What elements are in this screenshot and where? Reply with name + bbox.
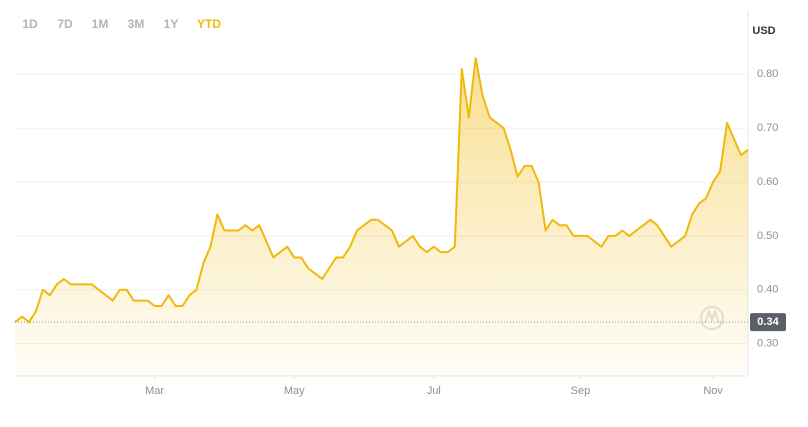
timeframe-tab[interactable]: 1Y [164, 17, 179, 31]
timeframe-tab[interactable]: 1D [22, 17, 38, 31]
y-tick-label: 0.80 [757, 68, 778, 80]
price-line [14, 57, 749, 324]
x-tick-label: Sep [571, 385, 591, 397]
timeframe-tab[interactable]: YTD [197, 17, 221, 31]
timeframe-tab[interactable]: 7D [57, 17, 73, 31]
price-badge [750, 313, 786, 332]
y-tick-label: 0.60 [757, 176, 778, 188]
y-axis-label: USD [752, 25, 775, 37]
y-tick-label: 0.30 [757, 338, 778, 350]
x-tick-label: Mar [145, 385, 164, 397]
x-tick-label: Nov [703, 385, 723, 397]
x-tick-label: Jul [427, 385, 441, 397]
y-tick-label: 0.70 [757, 122, 778, 134]
timeframe-tab[interactable]: 3M [128, 17, 145, 31]
timeframe-tab[interactable]: 1M [92, 17, 109, 31]
y-tick-label: 0.40 [757, 284, 778, 296]
price-badge-label: 0.34 [757, 316, 779, 328]
y-tick-label: 0.50 [757, 230, 778, 242]
price-area [15, 58, 748, 376]
x-tick-label: May [284, 385, 305, 397]
